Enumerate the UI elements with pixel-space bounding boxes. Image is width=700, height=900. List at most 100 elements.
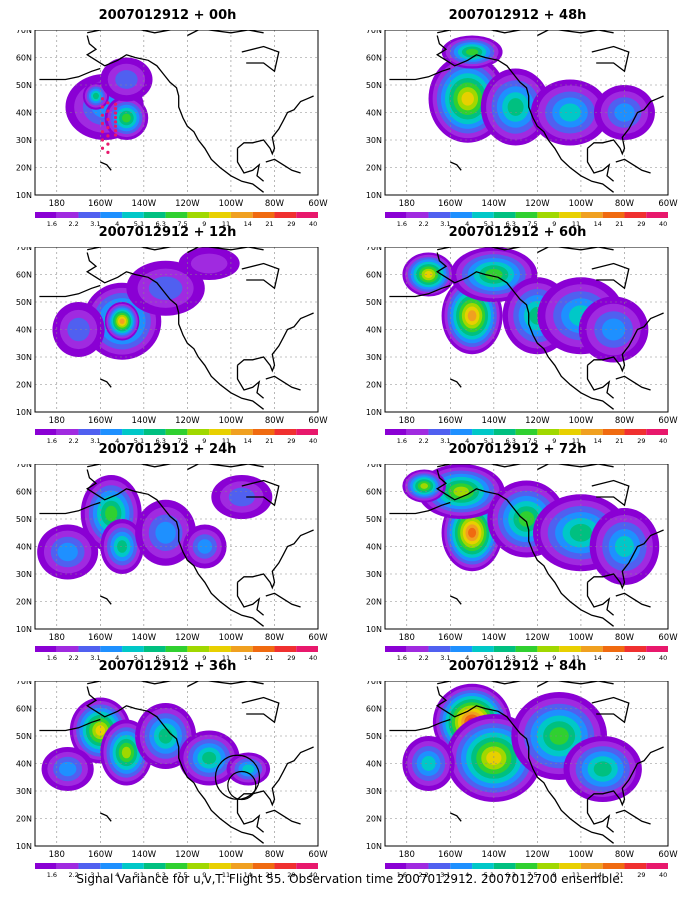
y-tick-label: 10N (366, 191, 382, 200)
colorbar-swatch (209, 212, 231, 218)
colorbar-swatch (230, 863, 253, 869)
coastline-segment (389, 67, 451, 81)
colorbar-label: 1.6 (397, 437, 407, 445)
colorbar-label: 5.1 (484, 220, 494, 228)
colorbar-label: 7.5 (177, 871, 187, 879)
x-tick-label: 120W (525, 416, 550, 426)
colorbar-label: 4 (115, 437, 119, 445)
x-tick-label: 80W (265, 633, 285, 643)
colorbar-label: 40 (309, 654, 317, 662)
colorbar-label: 3.1 (90, 654, 100, 662)
x-tick-label: 60W (658, 416, 678, 426)
x-tick-label: 160W (88, 633, 113, 643)
colorbar-label: 11 (572, 871, 580, 879)
colorbar-swatch (187, 429, 210, 435)
variance-contour (115, 70, 138, 89)
track-point (106, 109, 110, 113)
x-tick-label: 80W (265, 850, 285, 860)
colorbar-swatch (537, 646, 560, 652)
y-tick-label: 60N (366, 271, 382, 280)
coastline-segment (615, 375, 651, 391)
colorbar-swatch (515, 429, 538, 435)
colorbar-label: 1.6 (397, 871, 407, 879)
colorbar-label: 29 (287, 437, 295, 445)
x-tick-label: 60W (308, 633, 328, 643)
colorbar-swatch (78, 212, 101, 218)
coastline-segment (591, 262, 630, 290)
coastline-segment (587, 529, 664, 590)
colorbar-label: 2.2 (68, 220, 78, 228)
colorbar-label: 14 (244, 220, 252, 228)
y-tick-label: 10N (366, 408, 382, 417)
colorbar-label: 21 (615, 871, 623, 879)
colorbar-swatch (165, 646, 188, 652)
colorbar-swatch (209, 863, 231, 869)
y-tick-label: 70N (16, 247, 32, 252)
x-tick-label: 140W (482, 633, 507, 643)
colorbar-label: 3.1 (90, 437, 100, 445)
colorbar-swatch (385, 212, 407, 218)
coastline-segment (615, 158, 651, 174)
colorbar-swatch (78, 429, 101, 435)
colorbar-swatch (602, 863, 625, 869)
panel-title: 2007012912 + 72h (448, 442, 587, 457)
x-tick-label: 60W (658, 850, 678, 860)
colorbar-label: 6.3 (506, 654, 516, 662)
coastline (39, 30, 314, 193)
panel-title: 2007012912 + 48h (448, 8, 587, 23)
y-tick-label: 50N (16, 81, 32, 90)
colorbar-swatch (35, 646, 57, 652)
x-tick-label: 160W (88, 416, 113, 426)
colorbar-swatch (602, 646, 625, 652)
map-panel-12h: 2007012912 + 12h 10N 20N 30N 40N 50N 60N 70N 180… (0, 225, 335, 445)
x-tick-label: 140W (132, 850, 157, 860)
panel-title: 2007012912 + 24h (98, 442, 237, 457)
colorbar-swatch (515, 863, 538, 869)
x-tick-label: 100W (219, 850, 244, 860)
colorbar-swatch (78, 646, 101, 652)
colorbar-swatch (122, 863, 144, 869)
y-tick-label: 30N (366, 353, 382, 362)
colorbar-swatch (209, 429, 231, 435)
coastline-segment (100, 161, 112, 171)
y-tick-label: 20N (16, 598, 32, 607)
colorbar-swatch (56, 212, 79, 218)
colorbar-label: 5.1 (484, 437, 494, 445)
coastline-segment (435, 686, 614, 844)
x-tick-label: 140W (132, 633, 157, 643)
colorbar-label: 2.2 (418, 654, 428, 662)
colorbar-swatch (100, 212, 123, 218)
colorbar-swatch (230, 429, 253, 435)
coastline-segment (450, 812, 462, 822)
x-tick-label: 100W (569, 199, 594, 209)
colorbar-label: 14 (244, 437, 252, 445)
coastline-segment (85, 686, 264, 844)
map-plot: 10N 20N 30N 40N 50N 60N 70N 180 160W 140W 120W 100W… (16, 30, 328, 228)
colorbar-swatch (493, 429, 516, 435)
variance-contour (593, 761, 612, 777)
colorbar-label: 21 (615, 220, 623, 228)
colorbar-swatch (385, 863, 407, 869)
colorbar-swatch (187, 646, 210, 652)
y-tick-label: 20N (16, 815, 32, 824)
plot-frame (384, 247, 669, 413)
variance-contour (614, 536, 634, 557)
highlight-circle (227, 770, 257, 801)
colorbar-label: 6.3 (156, 871, 166, 879)
coastline-segment (437, 464, 614, 468)
x-tick-label: 60W (308, 199, 328, 209)
colorbar-label: 5.1 (484, 654, 494, 662)
x-tick-label: 120W (525, 850, 550, 860)
colorbar-label: 40 (309, 220, 317, 228)
variance-contour (569, 523, 593, 542)
x-tick-label: 120W (525, 633, 550, 643)
map-panel-84h: 2007012912 + 84h 10N 20N 30N 40N 50N 60N 70N 180… (350, 659, 685, 879)
variance-contour (190, 253, 228, 274)
colorbar-swatch (143, 212, 166, 218)
x-tick-label: 140W (482, 850, 507, 860)
track-point (113, 115, 118, 120)
variance-contour (421, 756, 436, 771)
coastline-segment (241, 262, 280, 290)
y-tick-label: 50N (16, 298, 32, 307)
variance-contour (95, 725, 106, 736)
